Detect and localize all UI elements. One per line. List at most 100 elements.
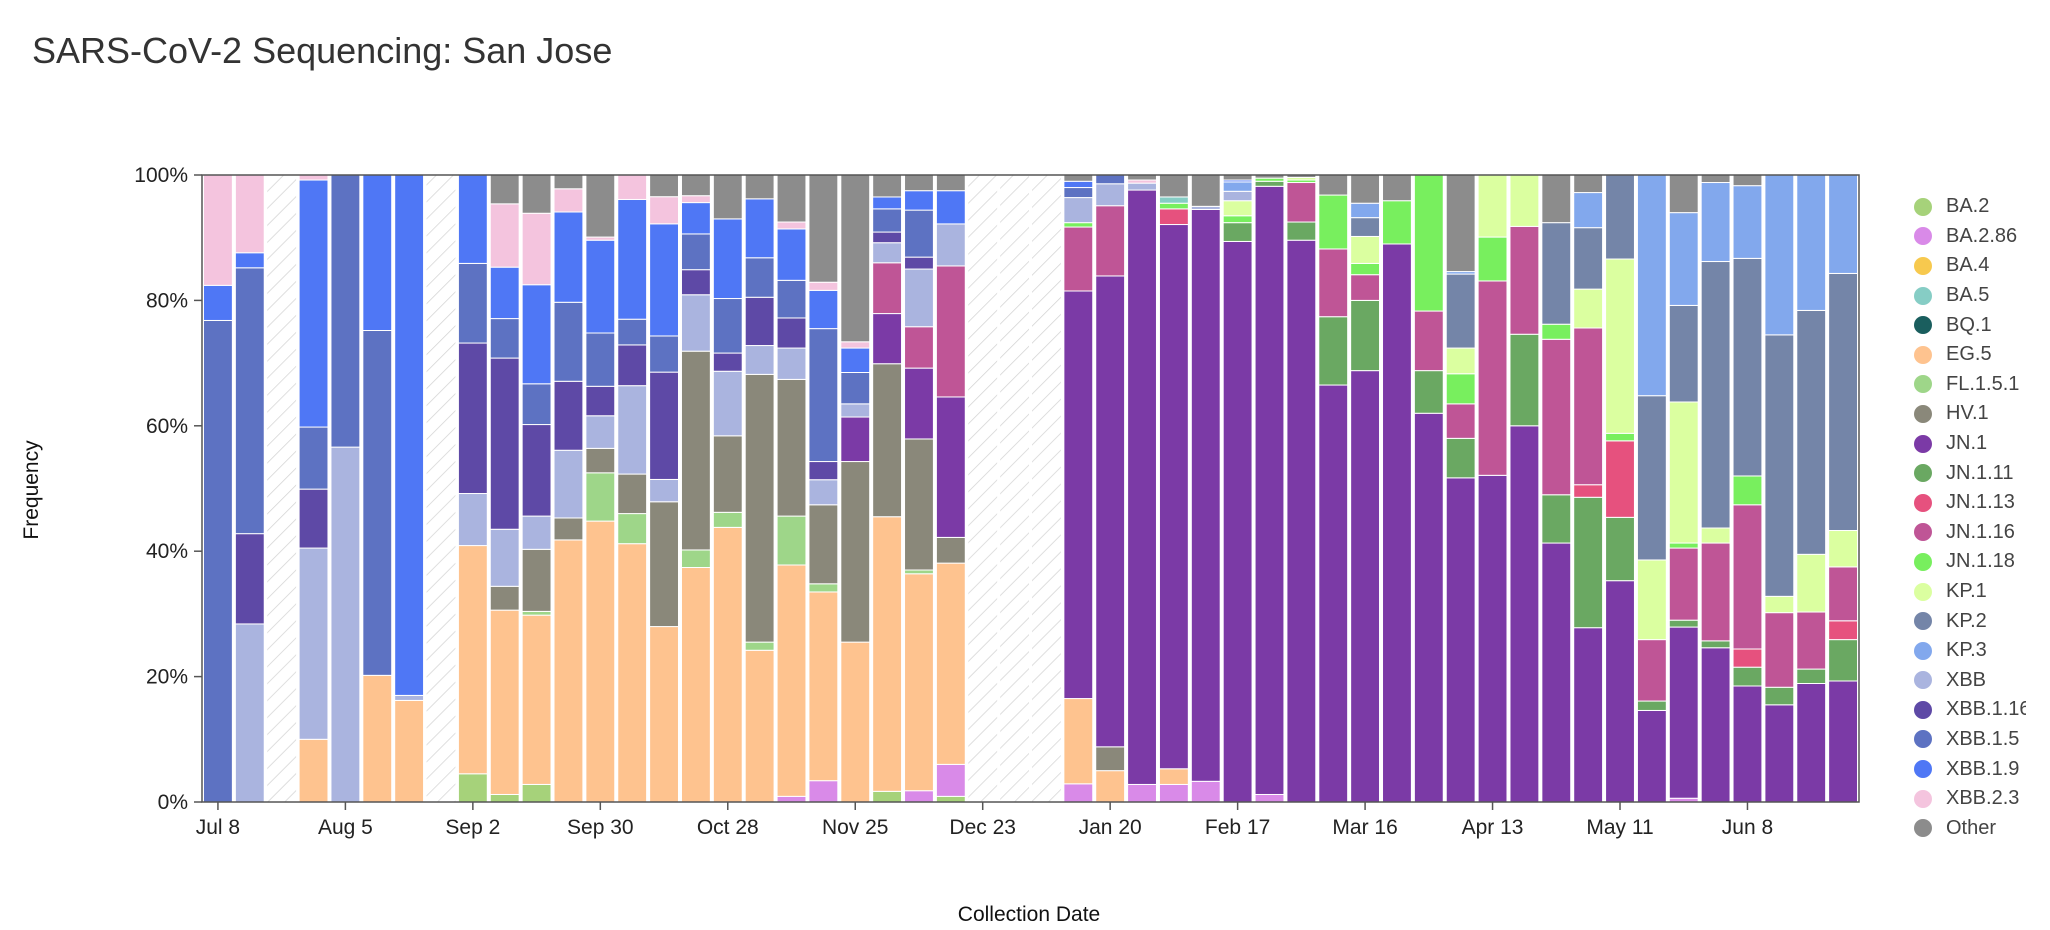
bar-segment[interactable]: Mar 16 — JN.1.16: 4.1% <box>1350 274 1381 301</box>
bar-segment[interactable]: Dec 2 — Other: 3.5% <box>872 174 903 198</box>
bar-segment[interactable]: Oct 14 — XBB.2.3: 4.5% <box>649 196 679 225</box>
bar-segment[interactable]: Jun 29 — KP.3: 15.7% <box>1828 174 1859 274</box>
bar-segment[interactable]: Dec 16 — HV.1: 4.1% <box>935 536 966 564</box>
bar-segment[interactable]: Sep 9 — XBB.2.3: 10.1% <box>489 203 520 268</box>
bar-segment[interactable]: Oct 21 — FL.1.5.1: 2.8% <box>680 549 711 569</box>
bar-segment[interactable]: Jan 27 — XBB: 1.1% <box>1127 182 1157 191</box>
bar-segment[interactable]: Jul 15 — XBB.1.9: 2.4% <box>234 252 265 269</box>
bar-segment[interactable]: Jul 29 — XBB.1.16: 9.4% <box>298 488 329 549</box>
bar-segment[interactable]: Sep 2 — XBB: 8.3% <box>457 493 488 547</box>
bar-segment[interactable]: Jun 1 — KP.3: 12.6% <box>1700 182 1731 263</box>
bar-segment[interactable]: Jun 15 — JN.1: 15.5% <box>1764 704 1795 803</box>
bar-segment[interactable]: Jul 29 — XBB.2.3: 0.8% <box>298 174 329 181</box>
bar-segment[interactable]: Jun 29 — KP.1: 5.8% <box>1828 530 1859 568</box>
bar-segment[interactable]: Nov 18 — BA.2.86: 3.4% <box>808 780 839 803</box>
bar-segment[interactable]: Oct 21 — EG.5: 37.4% <box>680 567 711 803</box>
bar-segment[interactable]: Dec 2 — EG.5: 43.8% <box>872 516 903 792</box>
bar-segment[interactable]: Sep 30 — XBB.1.9: 14.8% <box>585 239 616 334</box>
bar-segment[interactable]: Sep 30 — XBB: 5.2% <box>585 415 616 449</box>
bar-segment[interactable]: May 11 — JN.1: 35.3% <box>1605 580 1635 803</box>
bar-segment[interactable]: Jun 29 — JN.1.16: 8.6% <box>1828 566 1859 622</box>
bar-segment[interactable]: Jun 29 — JN.1.13: 3.0% <box>1828 620 1859 641</box>
legend-item[interactable]: Other <box>1914 813 2026 843</box>
bar-segment[interactable]: Sep 9 — XBB: 9.1% <box>489 528 520 587</box>
bar-segment[interactable]: Jan 13 — BA.2.86: 2.9% <box>1063 783 1094 803</box>
bar-segment[interactable]: May 25 — JN.1.11: 1.1% <box>1668 619 1699 628</box>
bar-segment[interactable]: Nov 11 — BA.2.86: 0.9% <box>776 795 807 803</box>
bar-segment[interactable]: Nov 18 — XBB.1.5: 21.2% <box>808 328 839 463</box>
bar-segment[interactable]: Feb 10 — BA.2.86: 3.3% <box>1190 780 1221 803</box>
bar-segment[interactable]: Dec 2 — XBB: 3.2% <box>872 242 903 264</box>
bar-segment[interactable]: Sep 30 — Other: 9.9% <box>585 174 616 238</box>
bar-segment[interactable]: Sep 23 — HV.1: 3.5% <box>553 517 584 541</box>
bar-segment[interactable]: Nov 4 — XBB.1.9: 9.4% <box>744 198 775 259</box>
bar-segment[interactable]: Mar 16 — JN.1.18: 1.8% <box>1350 262 1381 276</box>
legend-item[interactable]: BA.2 <box>1914 192 2026 222</box>
bar-segment[interactable]: Nov 25 — JN.1: 7.1% <box>840 416 871 463</box>
bar-segment[interactable]: Feb 24 — JN.1: 97.0% <box>1254 185 1285 795</box>
bar-segment[interactable]: Jan 13 — JN.1: 65.0% <box>1063 290 1094 700</box>
bar-segment[interactable]: Oct 21 — XBB.2.3: 1.1% <box>680 195 711 204</box>
bar-segment[interactable]: Jun 8 — KP.3: 11.6% <box>1732 185 1763 259</box>
bar-segment[interactable]: Oct 14 — HV.1: 20.7% <box>649 501 679 628</box>
bar-segment[interactable]: Dec 9 — XBB.1.16: 1.9% <box>904 256 934 270</box>
bar-segment[interactable]: Dec 9 — HV.1: 20.9% <box>904 438 934 571</box>
legend-item[interactable]: JN.1.16 <box>1914 518 2026 548</box>
bar-segment[interactable]: Mar 2 — JN.1.16: 6.3% <box>1286 182 1317 223</box>
bar-segment[interactable]: Dec 2 — XBB.1.9: 1.9% <box>872 196 903 210</box>
bar-segment[interactable]: May 25 — KP.3: 14.8% <box>1668 212 1699 306</box>
bar-segment[interactable]: Mar 9 — JN.1.11: 10.9% <box>1318 316 1349 386</box>
bar-segment[interactable]: Feb 17 — KP.1: 2.4% <box>1222 200 1253 217</box>
bar-segment[interactable]: May 25 — JN.1: 27.3% <box>1668 626 1699 799</box>
bar-segment[interactable]: Dec 2 — HV.1: 24.4% <box>872 363 903 518</box>
bar-segment[interactable]: Sep 16 — XBB.2.3: 11.4% <box>521 212 552 286</box>
bar-segment[interactable]: Dec 2 — JN.1: 8.0% <box>872 313 903 365</box>
bar-segment[interactable]: Feb 3 — EG.5: 2.5% <box>1158 768 1189 785</box>
bar-segment[interactable]: Feb 17 — JN.1: 89.4% <box>1222 240 1253 803</box>
bar-segment[interactable]: May 11 — JN.1.18: 1.2% <box>1605 432 1635 442</box>
bar-segment[interactable]: Dec 16 — Other: 2.5% <box>935 174 966 192</box>
bar-segment[interactable]: Sep 23 — Other: 2.2% <box>553 174 584 190</box>
bar-segment[interactable]: May 11 — JN.1.11: 10.1% <box>1605 516 1635 582</box>
bar-segment[interactable]: Sep 16 — EG.5: 27.0% <box>521 614 552 785</box>
bar-segment[interactable]: Nov 18 — Other: 17.1% <box>808 174 839 283</box>
bar-segment[interactable]: Feb 3 — JN.1: 86.8% <box>1158 224 1189 770</box>
bar-segment[interactable]: Nov 25 — XBB.1.5: 5.0% <box>840 372 871 405</box>
bar-segment[interactable]: Jul 15 — XBB: 28.4% <box>234 623 265 803</box>
bar-segment[interactable]: Jun 8 — JN.1.18: 4.6% <box>1732 475 1763 506</box>
bar-segment[interactable]: Oct 7 — XBB.2.3: 3.9% <box>617 174 648 200</box>
bar-segment[interactable]: Nov 25 — XBB.2.3: 1.0% <box>840 341 871 349</box>
bar-segment[interactable]: Feb 3 — JN.1.18: 0.9% <box>1158 202 1189 210</box>
bar-segment[interactable]: Feb 24 — JN.1.11: 0.8% <box>1254 180 1285 187</box>
bar-segment[interactable]: Mar 23 — JN.1: 89.0% <box>1382 243 1412 803</box>
bar-segment[interactable]: Jul 15 — XBB.2.3: 12.4% <box>234 174 265 254</box>
bar-segment[interactable]: May 25 — JN.1.18: 0.8% <box>1668 542 1699 549</box>
bar-segment[interactable]: Sep 16 — FL.1.5.1: 0.6% <box>521 610 552 616</box>
bar-segment[interactable]: Jan 13 — Other: 1.0% <box>1063 174 1094 182</box>
legend-item[interactable]: HV.1 <box>1914 399 2026 429</box>
bar-segment[interactable]: Nov 11 — XBB.2.3: 1.1% <box>776 221 807 230</box>
bar-segment[interactable]: Nov 18 — XBB: 4.0% <box>808 479 839 506</box>
bar-segment[interactable]: Oct 28 — FL.1.5.1: 2.4% <box>712 511 743 528</box>
bar-segment[interactable]: Aug 12 — XBB.1.9: 24.8% <box>362 174 393 331</box>
bar-segment[interactable]: Oct 7 — FL.1.5.1: 4.8% <box>617 513 648 545</box>
bar-segment[interactable]: Nov 11 — FL.1.5.1: 7.8% <box>776 515 807 566</box>
bar-segment[interactable]: Dec 9 — JN.1: 11.3% <box>904 367 934 440</box>
bar-segment[interactable]: Feb 24 — BA.2.86: 1.2% <box>1254 793 1285 803</box>
bar-segment[interactable]: Apr 27 — Other: 7.6% <box>1541 174 1572 224</box>
bar-segment[interactable]: Jan 20 — JN.1: 75.1% <box>1095 275 1126 748</box>
bar-segment[interactable]: Feb 17 — KP.3: 1.5% <box>1222 181 1253 192</box>
bar-segment[interactable]: Oct 7 — XBB.1.9: 19.1% <box>617 198 648 320</box>
bar-segment[interactable]: Apr 27 — JN.1.16: 24.8% <box>1541 338 1572 496</box>
bar-segment[interactable]: Apr 13 — JN.1.16: 31.0% <box>1477 280 1508 476</box>
bar-segment[interactable]: Jul 29 — XBB: 30.5% <box>298 547 329 740</box>
bar-segment[interactable]: Jun 29 — JN.1: 19.3% <box>1828 680 1859 803</box>
bar-segment[interactable]: Feb 17 — Other: 0.8% <box>1222 174 1253 181</box>
bar-segment[interactable]: Sep 23 — XBB.1.9: 14.4% <box>553 211 584 303</box>
bar-segment[interactable]: Mar 16 — KP.1: 4.3% <box>1350 235 1381 264</box>
bar-segment[interactable]: May 4 — KP.2: 9.8% <box>1573 227 1604 290</box>
bar-segment[interactable]: May 11 — KP.1: 27.8% <box>1605 258 1635 434</box>
bar-segment[interactable]: Dec 9 — EG.5: 34.6% <box>904 573 934 792</box>
legend-item[interactable]: BA.5 <box>1914 281 2026 311</box>
bar-segment[interactable]: Sep 30 — HV.1: 3.9% <box>585 447 616 474</box>
